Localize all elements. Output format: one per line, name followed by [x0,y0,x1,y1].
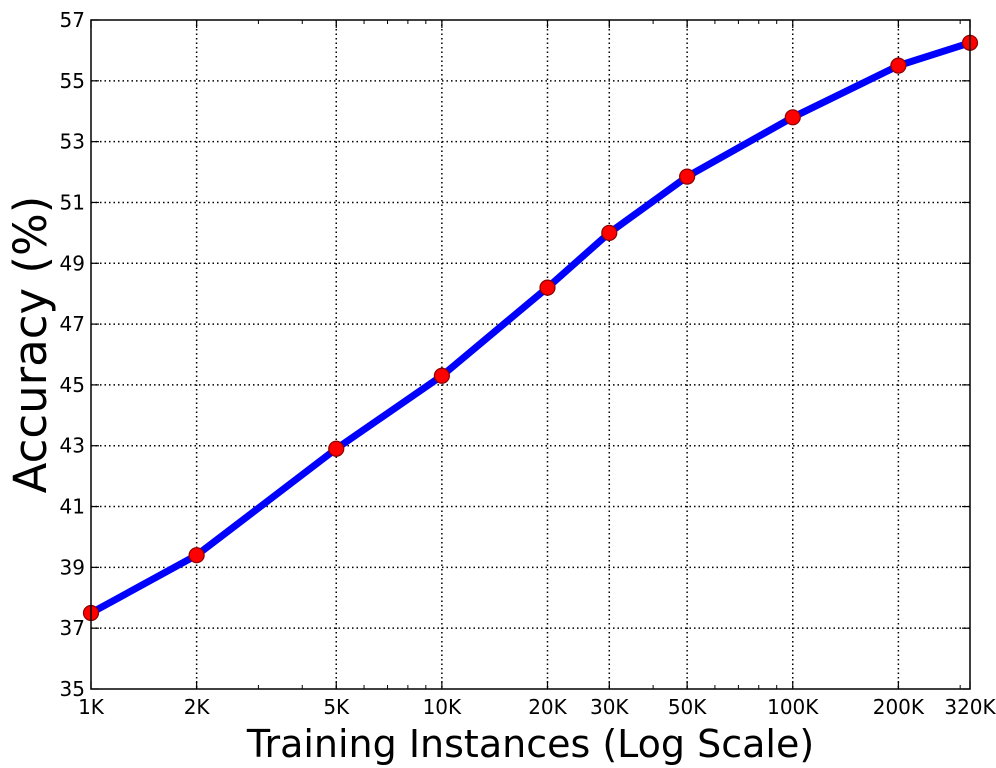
plot-area-frame [90,19,971,690]
y-tick-label: 37 [60,616,85,640]
x-tick-label: 2K [184,695,211,719]
series-line [87,39,974,617]
data-point-marker [188,547,205,564]
x-tick-label: 5K [323,695,350,719]
data-point-marker [890,57,907,74]
data-point-marker [433,367,450,384]
data-point-marker [328,440,345,457]
x-tick-label: 200K [873,695,925,719]
data-point-marker [539,279,556,296]
y-tick-label: 55 [60,69,85,93]
data-point-marker [679,168,696,185]
x-tick-label: 20K [528,695,567,719]
y-tick-label: 43 [60,434,85,458]
data-point-marker [784,109,801,126]
y-axis-title: Accuracy (%) [4,196,57,494]
y-tick-label: 45 [60,373,85,397]
y-tick-label: 49 [60,251,85,275]
y-tick-label: 47 [60,312,85,336]
x-tick-label: 50K [668,695,707,719]
x-tick-label: 100K [767,695,819,719]
x-axis-title: Training Instances (Log Scale) [246,722,814,766]
y-tick-label: 41 [60,495,85,519]
x-tick-label: 320K [944,695,996,719]
data-series [82,34,979,622]
axis-ticks [90,19,971,690]
grid-lines [91,20,970,689]
x-tick-label: 1K [78,695,105,719]
tick-labels: 35 37 39 41 43 45 47 49 51 53 55 57 1K 2K 5K 10K 20K 30K 5… [60,8,996,719]
y-tick-label: 35 [60,677,85,701]
x-tick-label: 30K [590,695,629,719]
y-tick-label: 53 [60,130,85,154]
x-tick-label: 10K [423,695,462,719]
data-point-marker [601,224,618,241]
y-tick-label: 57 [60,8,85,32]
y-tick-label: 39 [60,555,85,579]
y-tick-label: 51 [60,190,85,214]
